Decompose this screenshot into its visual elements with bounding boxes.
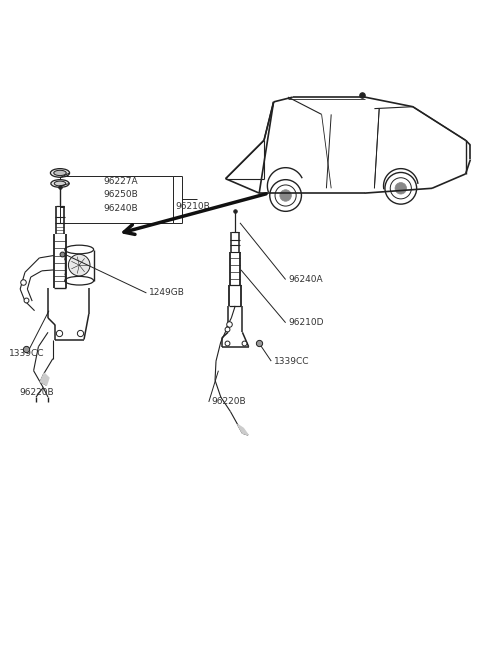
Text: 96220B: 96220B <box>211 398 246 406</box>
Text: 96227A: 96227A <box>103 177 138 185</box>
Ellipse shape <box>65 245 94 254</box>
Circle shape <box>280 190 291 201</box>
Text: 1339CC: 1339CC <box>274 356 309 365</box>
Ellipse shape <box>51 179 69 187</box>
Text: 1249GB: 1249GB <box>149 288 185 297</box>
Text: 96240B: 96240B <box>103 204 138 213</box>
Polygon shape <box>238 424 248 435</box>
Text: 96240A: 96240A <box>288 275 323 284</box>
Ellipse shape <box>50 168 70 178</box>
Circle shape <box>69 254 90 276</box>
Ellipse shape <box>54 181 66 186</box>
Ellipse shape <box>65 276 94 285</box>
Bar <box>60 176 173 223</box>
Text: 96210B: 96210B <box>175 202 210 210</box>
Text: 96220B: 96220B <box>19 388 54 397</box>
Text: 96210D: 96210D <box>288 318 324 328</box>
Polygon shape <box>40 373 49 385</box>
Circle shape <box>395 183 407 194</box>
Text: 96250B: 96250B <box>103 189 138 198</box>
Ellipse shape <box>54 170 66 176</box>
Text: 1339CC: 1339CC <box>9 349 44 358</box>
